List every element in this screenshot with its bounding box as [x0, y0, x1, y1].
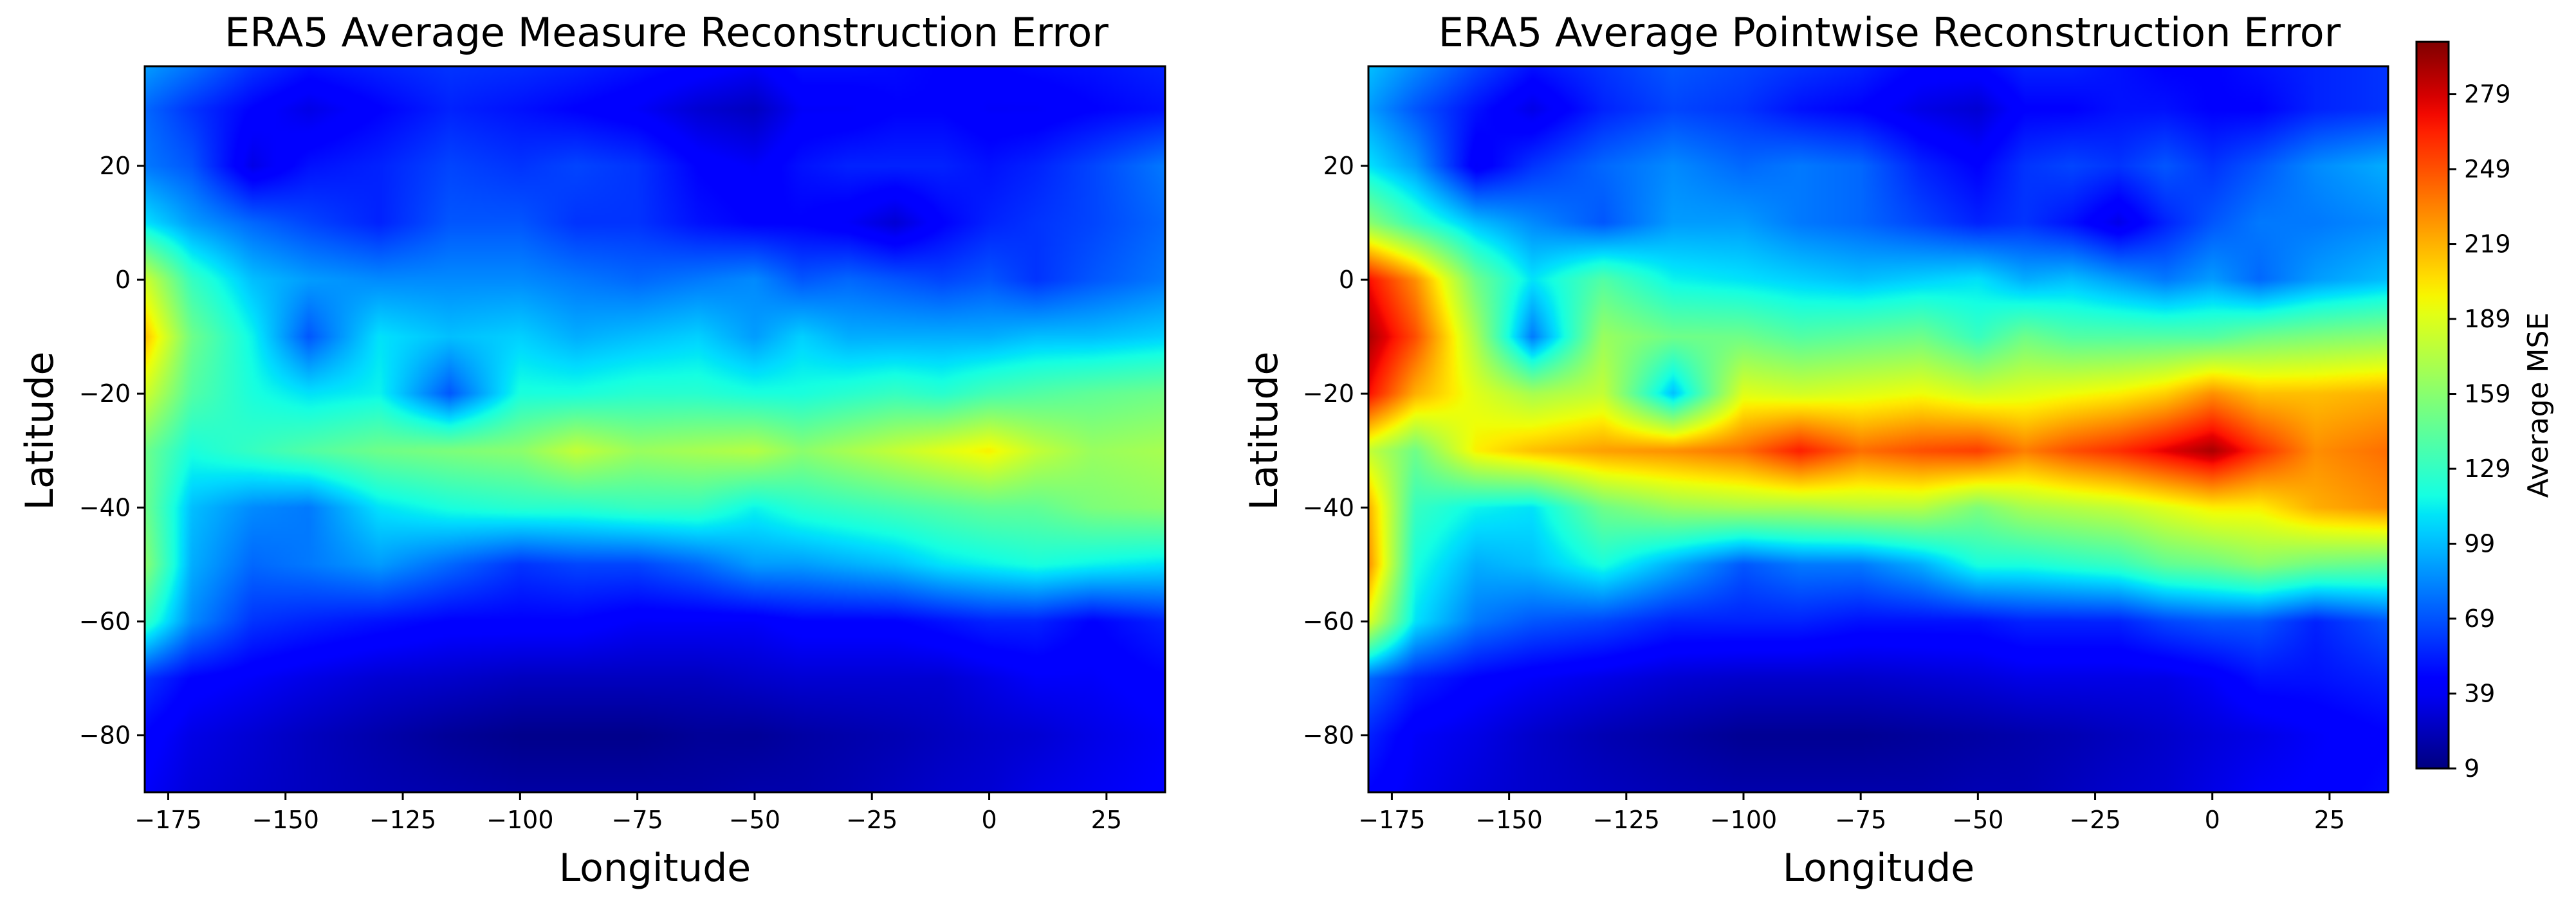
y-tick-label: −20	[79, 379, 131, 408]
left-x-axis-label: Longitude	[559, 846, 751, 891]
x-tick-label: −125	[369, 806, 436, 834]
y-tick-label: 20	[100, 152, 131, 180]
x-tick-label: 25	[2314, 806, 2345, 834]
left-panel: ERA5 Average Measure Reconstruction Erro…	[17, 9, 1166, 891]
colorbar-tick-label: 69	[2464, 604, 2495, 633]
y-tick-label: −60	[1303, 607, 1354, 635]
x-tick-label: −25	[2069, 806, 2121, 834]
x-tick-label: −150	[252, 806, 319, 834]
colorbar-tick-label: 99	[2464, 530, 2495, 558]
colorbar-tick-label: 159	[2464, 380, 2511, 408]
left-x-axis-ticks: −175 −150 −125 −100 −75 −50 −25 0 25	[134, 792, 1122, 834]
x-tick-label: −175	[1358, 806, 1425, 834]
x-tick-label: −100	[486, 806, 553, 834]
x-tick-label: −50	[1952, 806, 2003, 834]
right-y-axis-label: Latitude	[1242, 352, 1287, 511]
x-tick-label: −175	[134, 806, 201, 834]
left-heatmap-image	[145, 66, 1165, 792]
x-tick-label: 0	[2205, 806, 2220, 834]
left-y-axis-ticks: 20 0 −20 −40 −60 −80	[79, 152, 145, 749]
colorbar-tick-label: 219	[2464, 230, 2511, 259]
colorbar: 9 39 69 99 129 159 189 219 249 279 Average MSE	[2415, 41, 2555, 783]
y-tick-label: −60	[79, 607, 131, 635]
right-plot-frame	[1367, 65, 2389, 794]
colorbar-tick-label: 129	[2464, 455, 2511, 483]
x-tick-label: −125	[1593, 806, 1660, 834]
colorbar-tick-label: 39	[2464, 680, 2495, 708]
y-tick-label: 20	[1323, 152, 1354, 180]
y-tick-label: 0	[115, 266, 131, 294]
right-chart-title: ERA5 Average Pointwise Reconstruction Er…	[1439, 9, 2341, 56]
y-tick-label: −80	[1303, 721, 1354, 749]
colorbar-tick-label: 279	[2464, 80, 2511, 109]
right-heatmap-image	[1368, 66, 2388, 792]
x-tick-label: −100	[1710, 806, 1777, 834]
right-x-axis-label: Longitude	[1783, 846, 1974, 891]
y-tick-label: 0	[1339, 266, 1354, 294]
colorbar-frame	[2415, 41, 2450, 770]
y-tick-label: −40	[1303, 493, 1354, 522]
colorbar-gradient	[2416, 42, 2449, 768]
y-tick-label: −20	[1303, 379, 1354, 408]
x-tick-label: −75	[1835, 806, 1886, 834]
colorbar-tick-label: 9	[2464, 754, 2479, 783]
right-y-axis-ticks: 20 0 −20 −40 −60 −80	[1303, 152, 1368, 749]
right-panel: ERA5 Average Pointwise Reconstruction Er…	[1242, 9, 2389, 891]
y-tick-label: −80	[79, 721, 131, 749]
left-plot-frame	[143, 65, 1166, 794]
y-tick-label: −40	[79, 493, 131, 522]
left-y-axis-label: Latitude	[17, 352, 62, 511]
colorbar-label: Average MSE	[2522, 313, 2555, 498]
x-tick-label: 25	[1091, 806, 1122, 834]
x-tick-label: −150	[1475, 806, 1542, 834]
left-chart-title: ERA5 Average Measure Reconstruction Erro…	[225, 9, 1109, 56]
right-x-axis-ticks: −175 −150 −125 −100 −75 −50 −25 0 25	[1358, 792, 2345, 834]
colorbar-tick-label: 189	[2464, 305, 2511, 333]
colorbar-tick-label: 249	[2464, 155, 2511, 183]
colorbar-ticks: 9 39 69 99 129 159 189 219 249 279	[2449, 80, 2511, 783]
x-tick-label: −25	[846, 806, 897, 834]
x-tick-label: −75	[612, 806, 663, 834]
x-tick-label: −50	[729, 806, 780, 834]
x-tick-label: 0	[981, 806, 997, 834]
